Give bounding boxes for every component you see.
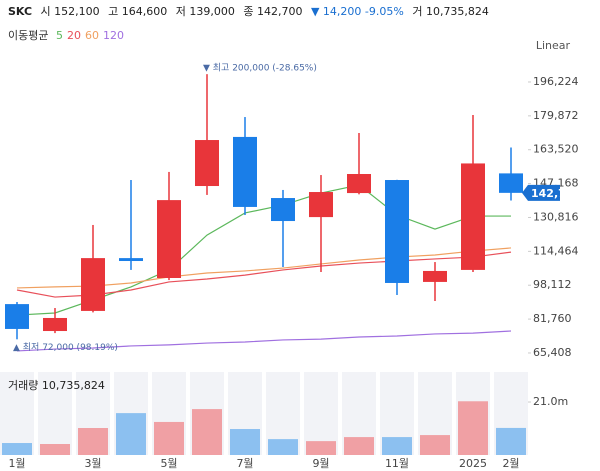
quote-item: 고 164,600 [108, 5, 168, 18]
min-annotation: ▲ 최저 72,000 (98.19%) [13, 342, 118, 353]
x-tick-label: 11월 [385, 457, 409, 470]
ma-title: 이동평균 [8, 29, 49, 42]
x-tick-label: 2025 [459, 457, 487, 470]
y-tick-label: 196,224 [533, 75, 579, 88]
x-tick-label: 3월 [84, 457, 101, 470]
volume-bar [78, 428, 108, 455]
y-tick-label: 179,872 [533, 109, 579, 122]
scale-label[interactable]: Linear [536, 39, 571, 52]
candle-body [423, 270, 447, 282]
legend-entry: 20 [66, 29, 81, 42]
x-tick-label: 2월 [502, 457, 519, 470]
volume-bar [306, 441, 336, 455]
y-tick-label: 81,760 [533, 312, 572, 325]
quote-item: 저 139,000 [175, 5, 235, 18]
legend-entry: 5 [55, 29, 63, 42]
volume-bar [344, 437, 374, 455]
y-tick-label: 21.0m [533, 395, 568, 408]
y-tick-label: 114,464 [533, 244, 579, 257]
x-tick-label: 9월 [312, 457, 329, 470]
y-tick-label: 98,112 [533, 278, 572, 291]
legend-entry: 120 [102, 29, 124, 42]
y-tick-label: 65,408 [533, 346, 572, 359]
candle-body [385, 180, 409, 283]
quote-header: SKC 시 152,100 고 164,600 저 139,000 종 142,… [8, 3, 494, 19]
x-tick-label: 1월 [8, 457, 25, 470]
ma-line [16, 330, 512, 352]
volume-bar [192, 409, 222, 455]
x-tick-label: 7월 [236, 457, 253, 470]
volume-item: 거 10,735,824 [412, 5, 489, 18]
y-tick-label: 130,816 [533, 210, 579, 223]
candle-body [309, 192, 333, 218]
max-annotation: ▼ 최고 200,000 (-28.65%) [203, 63, 317, 74]
volume-bar [2, 443, 32, 455]
candle-body [233, 136, 257, 207]
volume-bar [496, 427, 526, 455]
volume-bar [116, 413, 146, 455]
volume-bar [154, 421, 184, 455]
change: ▼ 14,200 -9.05% [310, 5, 404, 18]
quote-item: 종 142,700 [243, 5, 303, 18]
candle-body [119, 258, 143, 262]
volume-bar [420, 435, 450, 455]
candle-body [157, 200, 181, 278]
candle-body [5, 304, 29, 329]
volume-bar [382, 437, 412, 455]
symbol: SKC [8, 5, 33, 18]
candle-body [271, 198, 295, 222]
x-tick-label: 5월 [160, 457, 177, 470]
volume-column [38, 372, 72, 455]
y-tick-label: 163,520 [533, 143, 579, 156]
candle-body [461, 163, 485, 270]
candle-body [499, 173, 523, 193]
candle-body [347, 174, 371, 194]
volume-bar [458, 401, 488, 455]
quote-item: 시 152,100 [40, 5, 100, 18]
price-tag [522, 184, 560, 201]
legend-entry: 60 [84, 29, 99, 42]
volume-bar [268, 439, 298, 455]
volume-bar [40, 444, 70, 455]
candle-body [81, 258, 105, 311]
candle-body [195, 140, 219, 187]
volume-bar [230, 429, 260, 455]
candle-body [43, 317, 67, 332]
ma-legend: 이동평균 5 20 60 120 [8, 27, 128, 43]
volume-column [0, 372, 34, 455]
price-tag-label: 142,700 [531, 187, 581, 200]
volume-title: 거래량 10,735,824 [8, 379, 105, 392]
